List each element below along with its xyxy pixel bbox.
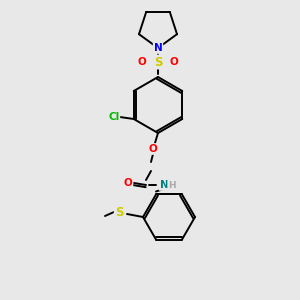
Text: N: N xyxy=(154,43,162,53)
Text: O: O xyxy=(138,57,146,67)
Text: O: O xyxy=(148,144,158,154)
Text: N: N xyxy=(160,180,168,190)
Text: O: O xyxy=(124,178,132,188)
Text: S: S xyxy=(115,206,123,218)
Text: O: O xyxy=(169,57,178,67)
Text: Cl: Cl xyxy=(108,112,119,122)
Text: S: S xyxy=(154,56,162,68)
Text: H: H xyxy=(168,181,176,190)
